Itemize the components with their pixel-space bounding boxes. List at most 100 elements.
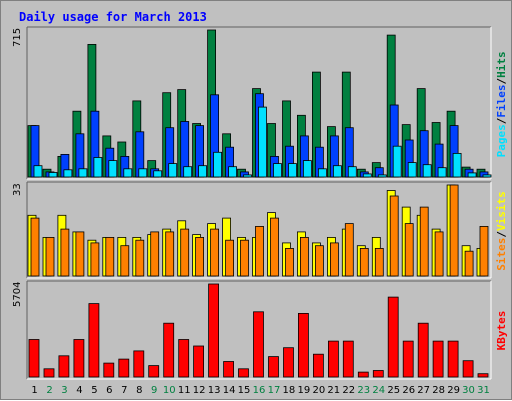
chart-title: Daily usage for March 2013 [19,10,207,24]
pages-bar-1 [33,165,43,178]
kbytes-bar-3 [58,355,70,378]
sites-bar-7 [120,245,130,277]
pages-bar-17 [273,163,282,178]
pages-bar-20 [317,168,327,178]
sites-bar-31 [479,225,489,277]
pages-bar-4 [78,168,88,178]
x-tick-label-18: 18 [283,385,296,396]
kbytes-bar-26 [402,340,414,378]
kbytes-bar-25 [387,296,399,378]
x-tick-label-31: 31 [477,385,490,396]
x-tick-label-3: 3 [61,385,67,396]
pages-bar-2 [48,172,58,178]
x-tick-label-29: 29 [447,385,460,396]
pages-bar-24 [377,174,387,178]
pages-bar-26 [407,162,417,178]
x-tick-label-27: 27 [417,385,430,396]
legend-entry: / [495,117,508,124]
panel-visits-sites: 33 Sites/Visits [12,181,508,279]
y-max-label: 715 [12,28,23,47]
pages-bar-9 [153,170,163,178]
x-tick-label-9: 9 [151,385,157,396]
legend-entry: Hits [495,51,508,78]
sites-bar-21 [329,242,339,277]
pages-bar-5 [93,157,103,178]
pages-bar-18 [288,163,297,178]
kbytes-bar-11 [178,339,190,378]
x-tick-label-10: 10 [163,385,176,396]
legend-entry: Pages [495,124,508,157]
sites-bar-18 [285,247,294,277]
series-kbytes [28,283,489,378]
sites-bar-23 [359,247,369,277]
x-tick-label-30: 30 [462,385,475,396]
pages-bar-31 [482,174,492,178]
sites-bar-30 [464,250,474,277]
x-tick-label-15: 15 [238,385,251,396]
sites-bar-19 [299,236,309,277]
pages-bar-23 [362,173,372,178]
pages-bar-21 [332,165,342,178]
x-tick-label-8: 8 [136,385,142,396]
pages-bar-7 [123,168,133,178]
pages-bar-25 [392,145,402,178]
kbytes-bar-14 [223,361,235,378]
kbytes-bar-20 [312,353,324,378]
sites-bar-28 [434,231,444,277]
pages-bar-27 [422,164,432,178]
x-tick-label-13: 13 [208,385,221,396]
x-tick-label-6: 6 [106,385,112,396]
kbytes-bar-13 [208,283,220,378]
x-axis-labels: 1 2 3 4 5 6 7 8 9 10 11 12 13 14 15 16 17 18 19 20 21 22 23 24 2… [31,385,490,396]
x-tick-label-16: 16 [253,385,266,396]
kbytes-bar-18 [283,347,294,378]
pages-bar-3 [63,169,73,178]
kbytes-bar-16 [253,311,264,378]
kbytes-bar-21 [327,340,339,378]
x-tick-label-25: 25 [387,385,400,396]
sites-bar-5 [90,242,100,277]
pages-bar-30 [467,172,477,178]
x-tick-label-14: 14 [223,385,236,396]
kbytes-bar-12 [193,345,205,378]
x-tick-label-12: 12 [193,385,206,396]
sites-bar-1 [30,217,40,277]
sites-bar-25 [389,195,399,277]
sites-bar-13 [210,228,220,277]
sites-bar-10 [165,231,175,277]
x-tick-label-1: 1 [31,385,37,396]
legend-entry: Visits [495,191,508,231]
pages-bar-29 [452,152,462,178]
sites-bar-29 [449,184,459,277]
x-tick-label-21: 21 [327,385,340,396]
kbytes-bar-9 [148,365,160,378]
kbytes-bar-19 [297,312,309,378]
panel-kbytes: 5704 KBytes [12,280,508,380]
x-tick-label-4: 4 [76,385,82,396]
legend-visits-sites: Sites/Visits [495,191,508,271]
kbytes-bar-24 [372,370,384,378]
x-tick-label-26: 26 [402,385,415,396]
kbytes-bar-28 [432,340,444,378]
kbytes-bar-4 [73,339,85,378]
sites-bar-16 [255,225,264,277]
sites-bar-11 [180,228,190,277]
pages-bar-12 [198,165,208,178]
legend-entry: Files [495,85,508,118]
pages-bar-19 [302,160,312,178]
legend-entry: KBytes [495,311,508,351]
x-tick-label-17: 17 [268,385,281,396]
kbytes-bar-31 [477,373,489,378]
pages-bar-15 [243,174,252,178]
x-tick-label-28: 28 [432,385,445,396]
y-max-label: 33 [12,183,23,196]
kbytes-bar-22 [342,340,354,378]
kbytes-bar-2 [43,368,55,378]
sites-bar-27 [419,206,429,277]
pages-bar-13 [213,151,223,178]
y-max-label: 5704 [12,282,23,307]
pages-bar-22 [347,166,357,178]
